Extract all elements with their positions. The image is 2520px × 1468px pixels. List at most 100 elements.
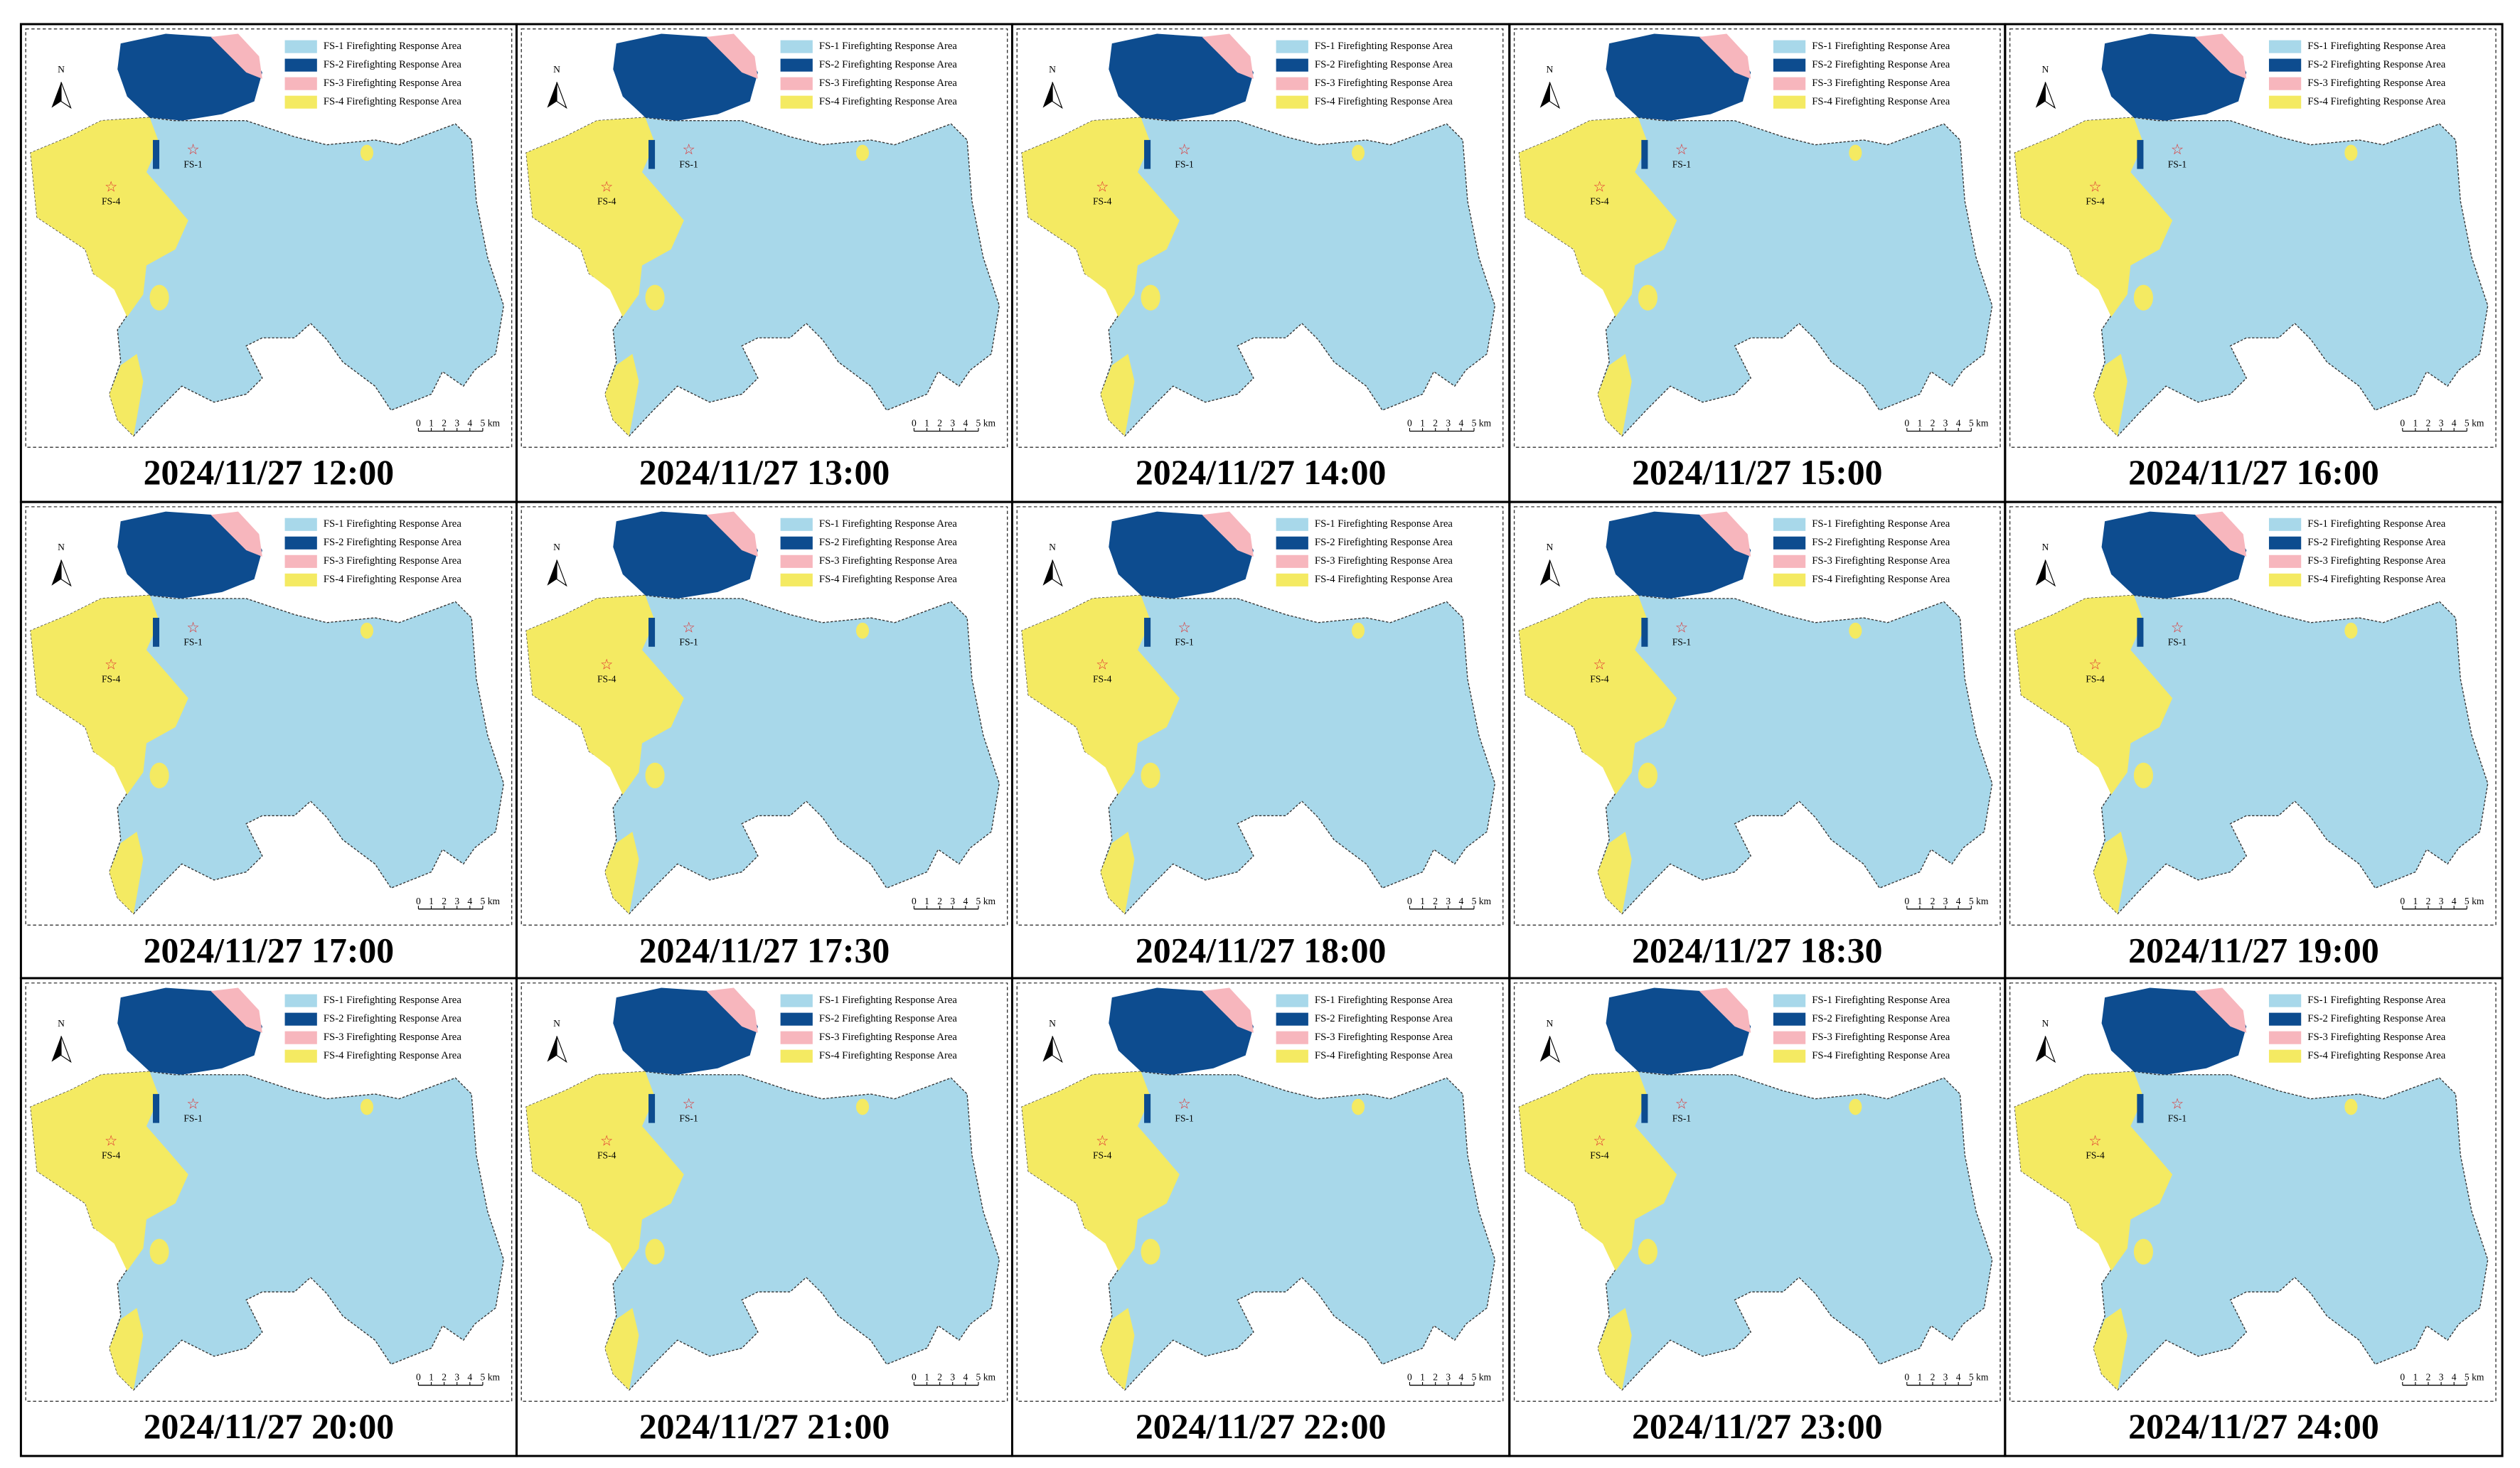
legend-label: FS-2 Firefighting Response Area xyxy=(324,537,461,548)
panel: FS-1 Firefighting Response Area FS-2 Fire… xyxy=(1016,982,1504,1446)
north-arrow xyxy=(2044,559,2056,587)
legend-label: FS-4 Firefighting Response Area xyxy=(1812,1050,1950,1061)
legend-swatch xyxy=(2268,518,2302,531)
fs2-strip xyxy=(648,139,656,169)
fs3-area xyxy=(1699,33,1751,79)
legend-label: FS-3 Firefighting Response Area xyxy=(819,1032,957,1043)
scale-label: 4 xyxy=(467,896,472,906)
scale-label: 4 xyxy=(2452,896,2457,906)
legend-label: FS-1 Firefighting Response Area xyxy=(324,518,461,530)
scale-label: 1 xyxy=(429,418,434,429)
legend-label: FS-4 Firefighting Response Area xyxy=(324,574,461,585)
north-label: N xyxy=(2041,1018,2049,1029)
scale-label: 2 xyxy=(937,896,942,906)
panel: FS-1 Firefighting Response Area FS-2 Fire… xyxy=(2009,506,2497,970)
scale-label: 2 xyxy=(1931,896,1936,906)
scale-label: 0 xyxy=(2400,1372,2405,1383)
fs2-strip xyxy=(2137,618,2144,647)
legend-swatch xyxy=(1276,1031,1308,1044)
legend-swatch xyxy=(1276,40,1308,53)
fs4-patch xyxy=(2344,622,2358,639)
panel: FS-1 Firefighting Response Area FS-2 Fire… xyxy=(1016,28,1504,492)
fs2-area xyxy=(2101,511,2247,599)
north-arrow xyxy=(1052,82,1063,109)
north-arrow xyxy=(60,82,72,109)
panel-caption: 2024/11/27 17:00 xyxy=(144,931,395,970)
north-arrow xyxy=(547,1036,557,1062)
station-star: ☆ xyxy=(600,179,613,195)
fs4-area xyxy=(30,117,188,317)
fs4-area-south xyxy=(604,353,639,436)
north-arrow xyxy=(556,559,567,587)
legend-swatch xyxy=(780,95,813,109)
legend-label: FS-3 Firefighting Response Area xyxy=(1812,555,1950,567)
scale-unit: km xyxy=(1976,418,1989,429)
scale-label: 1 xyxy=(2413,896,2418,906)
scale-label: 4 xyxy=(963,896,968,906)
north-label: N xyxy=(553,1018,560,1029)
scale-unit: km xyxy=(488,896,501,906)
fs4-area-south xyxy=(109,1307,144,1391)
fs4-area-south xyxy=(2093,1307,2127,1391)
fs3-area xyxy=(1202,987,1254,1033)
scale-label: 5 xyxy=(1472,1372,1477,1383)
scale-label: 0 xyxy=(1904,1372,1909,1383)
fs4-patch xyxy=(360,144,374,161)
fs4-patch xyxy=(1351,144,1365,161)
fs4-area xyxy=(1519,595,1677,795)
legend-swatch xyxy=(780,1012,813,1026)
legend-swatch xyxy=(2268,1012,2302,1026)
panel-caption: 2024/11/27 13:00 xyxy=(639,453,890,492)
panel-caption: 2024/11/27 16:00 xyxy=(2128,453,2379,492)
scale-label: 3 xyxy=(454,1372,459,1383)
scale-label: 3 xyxy=(1446,418,1451,429)
fs4-area-south xyxy=(604,832,639,914)
legend-swatch xyxy=(780,1031,813,1044)
legend-swatch xyxy=(2268,536,2302,550)
legend-label: FS-1 Firefighting Response Area xyxy=(1812,995,1950,1006)
fs4-area-south xyxy=(2093,353,2127,436)
fs3-area xyxy=(210,33,262,79)
fs4-area-south xyxy=(1100,832,1135,914)
fs4-patch xyxy=(855,1098,870,1115)
station-star: ☆ xyxy=(1675,142,1688,158)
fs3-area xyxy=(706,511,758,557)
fs4-patch xyxy=(1849,1098,1862,1115)
fs3-area xyxy=(706,33,758,79)
scale-label: 0 xyxy=(1407,896,1412,906)
station-label: FS-4 xyxy=(102,674,121,685)
legend-label: FS-1 Firefighting Response Area xyxy=(1315,995,1453,1006)
fs4-area xyxy=(2014,1071,2173,1271)
legend-label: FS-1 Firefighting Response Area xyxy=(2307,518,2445,530)
legend-swatch xyxy=(1276,95,1308,109)
scale-unit: km xyxy=(1976,1372,1989,1383)
station-star: ☆ xyxy=(1593,1133,1606,1149)
legend-swatch xyxy=(780,536,813,550)
panel-caption: 2024/11/27 22:00 xyxy=(1136,1407,1387,1446)
station-label: FS-1 xyxy=(183,1113,202,1123)
fs4-patch xyxy=(1638,1238,1657,1265)
fs2-strip xyxy=(1144,618,1151,647)
legend-swatch xyxy=(1276,1012,1308,1026)
panel: FS-1 Firefighting Response Area FS-2 Fire… xyxy=(25,982,513,1446)
panel: FS-1 Firefighting Response Area FS-2 Fire… xyxy=(2009,28,2497,492)
scale-label: 4 xyxy=(1956,896,1961,906)
north-arrow xyxy=(51,1036,61,1062)
fs4-patch xyxy=(1141,762,1160,788)
legend-label: FS-2 Firefighting Response Area xyxy=(1812,1013,1950,1024)
north-arrow xyxy=(2044,1036,2056,1064)
station-label: FS-4 xyxy=(1093,195,1112,206)
fs2-area xyxy=(1109,987,1254,1075)
scale-label: 0 xyxy=(912,896,917,906)
legend-swatch xyxy=(284,77,317,90)
station-star: ☆ xyxy=(2088,657,2101,673)
scale-label: 1 xyxy=(429,896,434,906)
map-frame xyxy=(25,506,513,926)
legend-swatch xyxy=(1773,994,1806,1007)
panel-border xyxy=(2004,977,2504,1457)
north-arrow xyxy=(1549,1036,1561,1064)
scale-label: 3 xyxy=(2439,418,2444,429)
legend-label: FS-4 Firefighting Response Area xyxy=(1812,574,1950,585)
station-label: FS-1 xyxy=(1175,1113,1193,1123)
fs2-strip xyxy=(1641,1093,1648,1123)
